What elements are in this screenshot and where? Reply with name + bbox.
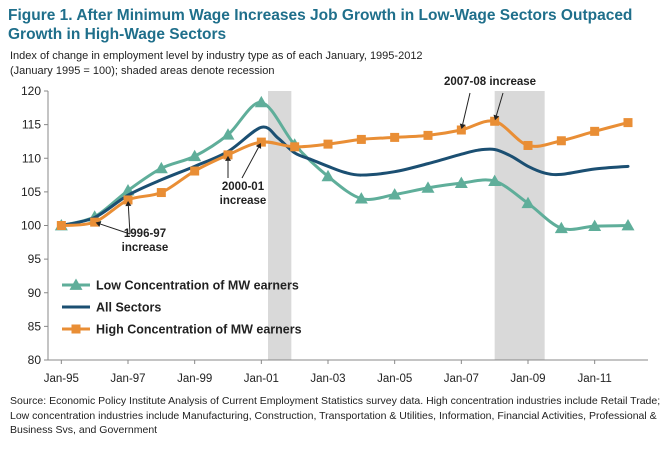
legend-item-0: Low Concentration of MW earners	[62, 278, 299, 293]
annotation-arrowhead	[95, 221, 102, 227]
data-point	[156, 188, 166, 198]
y-tick-label: 105	[21, 185, 41, 199]
recession-band	[494, 91, 545, 360]
annotation-text: increase	[220, 195, 267, 207]
data-point	[390, 132, 400, 142]
x-tick-label: Jan-05	[377, 373, 412, 385]
chart-title: Figure 1. After Minimum Wage Increases J…	[8, 7, 633, 43]
annotation-arrow	[462, 92, 471, 125]
annotation-arrow	[495, 92, 504, 116]
data-point	[323, 139, 333, 149]
recession-shading	[268, 91, 545, 360]
annotations: 2007-08 increase 2000-01 increase 1996-97 in…	[95, 76, 536, 254]
y-tick-label: 120	[21, 84, 41, 98]
data-point	[488, 174, 502, 186]
x-tick-label: Jan-95	[44, 373, 79, 385]
data-point	[454, 176, 468, 189]
annotation-text: 1996-97	[124, 228, 166, 240]
series-lines	[54, 95, 635, 234]
y-tick-label: 80	[28, 353, 42, 367]
chart-subtitle: Index of change in employment level by i…	[10, 50, 423, 77]
data-point	[621, 219, 635, 231]
annotation-arrowhead	[225, 155, 231, 161]
legend-label: High Concentration of MW earners	[96, 323, 302, 337]
x-tick-label: Jan-11	[578, 373, 612, 385]
annotation-0: 2007-08 increase	[444, 76, 536, 130]
data-point	[223, 150, 233, 160]
data-point	[256, 137, 266, 147]
data-point	[456, 125, 466, 135]
y-tick-label: 85	[28, 319, 42, 333]
x-tick-label: Jan-07	[444, 373, 479, 385]
legend-item-1: All Sectors	[62, 301, 161, 315]
legend-label: All Sectors	[96, 301, 161, 315]
data-point	[190, 166, 200, 176]
data-point	[188, 149, 202, 162]
x-tick-label: Jan-09	[510, 373, 545, 385]
data-point	[388, 188, 402, 200]
annotation-arrow	[241, 147, 259, 179]
data-point	[421, 181, 435, 193]
axes: 80 85 90 95 100 105 110 115 120 Jan-95 Jan-97 Jan-9…	[21, 84, 648, 385]
data-point	[623, 118, 633, 128]
x-tick-label: Jan-99	[177, 373, 212, 385]
legend-item-2: High Concentration of MW earners	[62, 323, 302, 337]
annotation-arrowhead	[255, 142, 262, 149]
data-point	[254, 95, 268, 108]
annotation-arrowhead	[459, 123, 466, 130]
data-point	[123, 195, 133, 205]
y-tick-label: 110	[22, 151, 41, 165]
legend: Low Concentration of MW earners All Secto…	[62, 278, 302, 337]
data-point	[423, 130, 433, 140]
data-point	[590, 126, 600, 136]
annotation-2: 1996-97 increase	[95, 200, 169, 254]
annotation-arrow	[127, 205, 131, 235]
annotation-arrow	[100, 223, 131, 235]
annotation-arrowhead	[125, 200, 132, 207]
y-tick-label: 90	[28, 286, 42, 300]
legend-swatch-marker	[69, 278, 83, 290]
data-point	[523, 140, 533, 150]
data-point	[356, 134, 366, 144]
x-tick-label: Jan-01	[244, 373, 279, 385]
y-tick-label: 115	[22, 118, 41, 132]
data-point	[90, 217, 100, 227]
data-point	[56, 221, 66, 230]
data-point	[354, 192, 368, 204]
annotation-1: 2000-01 increase	[220, 142, 267, 207]
data-point	[588, 219, 602, 232]
data-point	[290, 142, 300, 152]
data-point	[521, 196, 535, 209]
data-point	[556, 136, 566, 146]
legend-label: Low Concentration of MW earners	[96, 279, 299, 293]
x-tick-label: Jan-03	[310, 373, 345, 385]
x-tick-label: Jan-97	[110, 373, 145, 385]
annotation-text: 2000-01	[222, 181, 265, 193]
y-tick-label: 95	[28, 252, 42, 266]
data-point	[321, 169, 335, 182]
data-point	[554, 221, 568, 234]
legend-swatch-marker	[71, 324, 81, 334]
annotation-arrowhead	[493, 114, 500, 121]
source-note: Source: Economic Policy Institute Analys…	[10, 395, 661, 436]
data-point	[221, 128, 235, 140]
annotation-text: 2007-08 increase	[444, 76, 536, 88]
data-point	[154, 161, 168, 174]
y-tick-label: 100	[21, 219, 41, 233]
annotation-text: increase	[122, 242, 169, 254]
data-point	[490, 116, 500, 126]
line-chart: 80 85 90 95 100 105 110 115 120 Jan-95 Jan-97 Jan-9…	[21, 76, 648, 385]
recession-band	[268, 91, 292, 360]
